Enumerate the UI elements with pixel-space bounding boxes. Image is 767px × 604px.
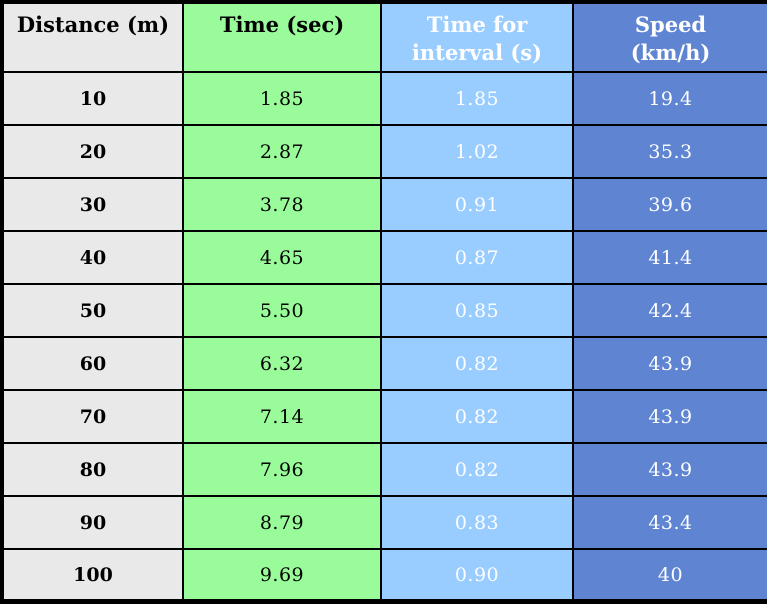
cell-distance: 70: [1, 389, 184, 444]
header-distance-line1: Distance (m): [16, 12, 170, 37]
cell-time: 7.96: [182, 442, 382, 497]
cell-distance: 20: [1, 124, 184, 179]
table-row: 20 2.87 1.02 35.3: [1, 124, 767, 179]
cell-distance: 10: [1, 71, 184, 126]
header-speed: Speed (km/h): [572, 1, 767, 73]
table-row: 60 6.32 0.82 43.9: [1, 336, 767, 391]
table-header-row: Distance (m) Time (sec) Time for interva…: [1, 1, 767, 73]
cell-distance: 50: [1, 283, 184, 338]
cell-distance: 60: [1, 336, 184, 391]
cell-interval: 0.83: [380, 495, 574, 550]
header-interval-line2: interval (s): [411, 40, 543, 65]
cell-interval: 0.82: [380, 389, 574, 444]
cell-distance: 30: [1, 177, 184, 232]
cell-time: 1.85: [182, 71, 382, 126]
table-row: 90 8.79 0.83 43.4: [1, 495, 767, 550]
table-row: 70 7.14 0.82 43.9: [1, 389, 767, 444]
cell-speed: 41.4: [572, 230, 767, 285]
cell-speed: 43.4: [572, 495, 767, 550]
cell-speed: 40: [572, 548, 767, 603]
header-speed-line1: Speed: [634, 12, 707, 37]
cell-interval: 0.90: [380, 548, 574, 603]
cell-time: 4.65: [182, 230, 382, 285]
table-row: 100 9.69 0.90 40: [1, 548, 767, 603]
table-row: 50 5.50 0.85 42.4: [1, 283, 767, 338]
cell-distance: 90: [1, 495, 184, 550]
header-interval-line1: Time for: [426, 12, 528, 37]
table-row: 40 4.65 0.87 41.4: [1, 230, 767, 285]
cell-interval: 0.87: [380, 230, 574, 285]
cell-distance: 40: [1, 230, 184, 285]
cell-time: 7.14: [182, 389, 382, 444]
cell-interval: 1.02: [380, 124, 574, 179]
cell-speed: 39.6: [572, 177, 767, 232]
cell-distance: 100: [1, 548, 184, 603]
header-time: Time (sec): [182, 1, 382, 73]
cell-time: 5.50: [182, 283, 382, 338]
cell-time: 9.69: [182, 548, 382, 603]
header-interval: Time for interval (s): [380, 1, 574, 73]
header-time-line1: Time (sec): [219, 12, 345, 37]
cell-time: 6.32: [182, 336, 382, 391]
cell-speed: 42.4: [572, 283, 767, 338]
cell-speed: 43.9: [572, 336, 767, 391]
cell-time: 8.79: [182, 495, 382, 550]
cell-time: 2.87: [182, 124, 382, 179]
cell-speed: 35.3: [572, 124, 767, 179]
cell-interval: 0.85: [380, 283, 574, 338]
table-body: 10 1.85 1.85 19.4 20 2.87 1.02 35.3 30 3…: [1, 71, 767, 603]
cell-interval: 0.82: [380, 336, 574, 391]
cell-distance: 80: [1, 442, 184, 497]
cell-interval: 0.82: [380, 442, 574, 497]
cell-interval: 1.85: [380, 71, 574, 126]
header-speed-line2: (km/h): [630, 40, 711, 65]
cell-speed: 43.9: [572, 389, 767, 444]
cell-interval: 0.91: [380, 177, 574, 232]
cell-speed: 43.9: [572, 442, 767, 497]
table-row: 80 7.96 0.82 43.9: [1, 442, 767, 497]
cell-time: 3.78: [182, 177, 382, 232]
table-row: 30 3.78 0.91 39.6: [1, 177, 767, 232]
header-distance: Distance (m): [1, 1, 184, 73]
table-row: 10 1.85 1.85 19.4: [1, 71, 767, 126]
cell-speed: 19.4: [572, 71, 767, 126]
